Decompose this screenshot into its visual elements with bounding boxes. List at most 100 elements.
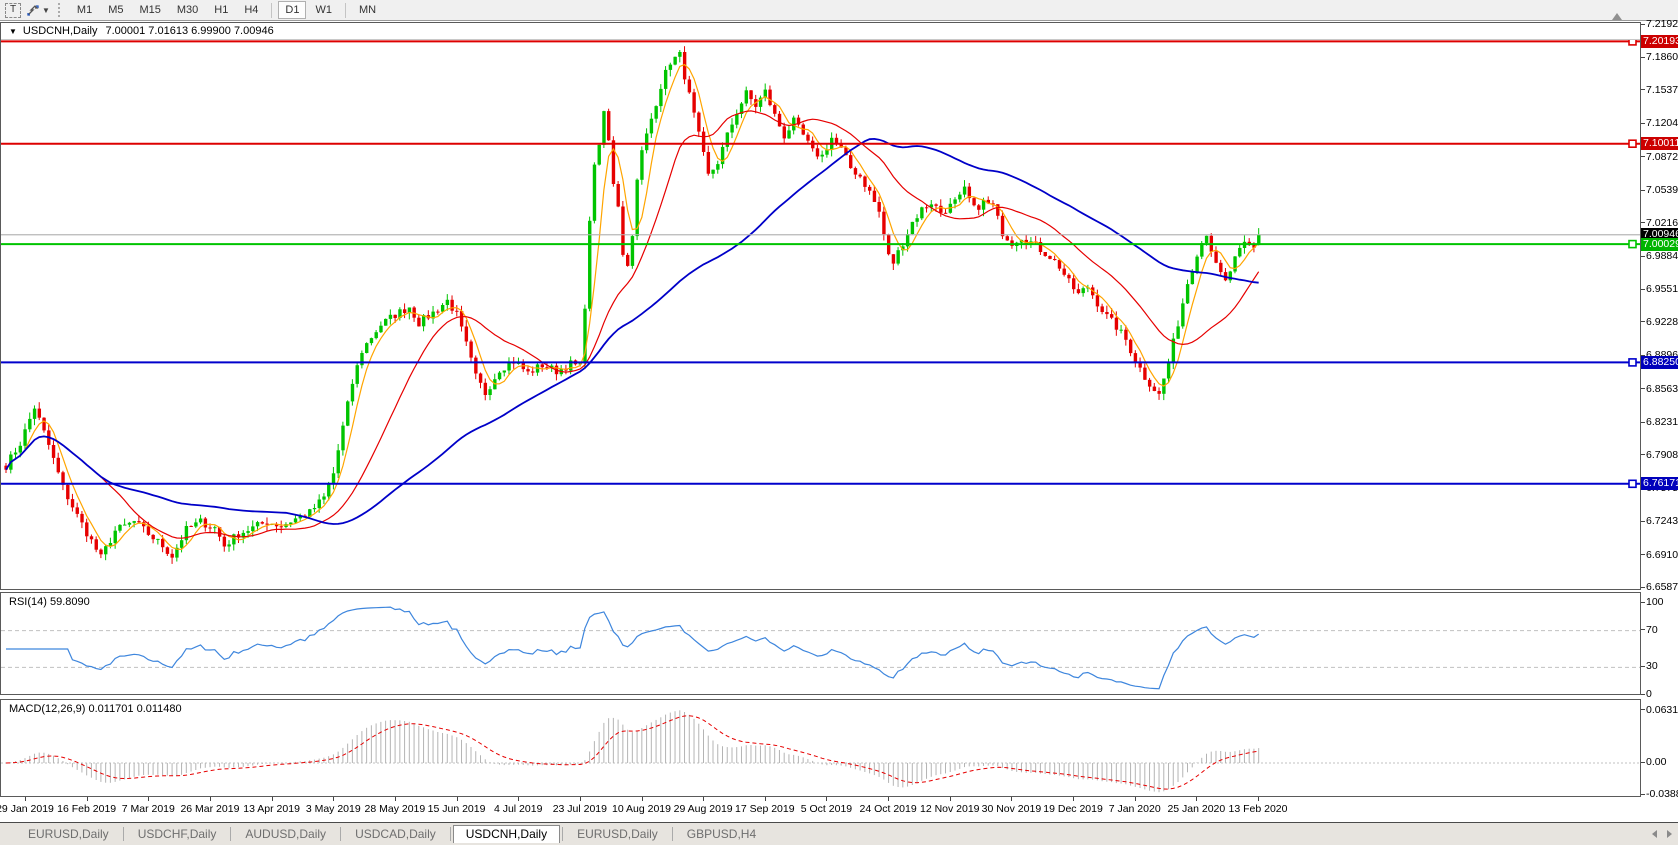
timeframe-button-h4[interactable]: H4: [244, 4, 259, 16]
chart-tab-gbpusd-h4[interactable]: GBPUSD,H4: [686, 827, 757, 841]
chart-header: ▼ USDCNH,Daily 7.00001 7.01613 6.99900 7…: [1, 23, 1640, 40]
price-axis-label: 6.65875: [1646, 581, 1678, 594]
date-label: 26 Mar 2019: [180, 803, 240, 815]
date-label: 30 Nov 2019: [981, 803, 1042, 815]
axis-tick: [1641, 629, 1645, 631]
price-badge-resistance-line: 7.20193: [1641, 34, 1678, 48]
rsi-label: RSI(14) 59.8090: [9, 596, 90, 608]
price-axis-label: 6.85635: [1646, 382, 1678, 395]
tab-scroll-arrows: [1652, 830, 1672, 838]
price-axis-label: 6.92285: [1646, 315, 1678, 328]
axis-tick: [1641, 321, 1645, 323]
chart-tab-usdcnh-daily[interactable]: USDCNH,Daily: [452, 825, 561, 843]
tab-scroll-left-icon[interactable]: [1652, 830, 1657, 838]
timeframe-button-mn[interactable]: MN: [358, 4, 377, 16]
axis-tick: [1641, 761, 1645, 763]
timeframe-button-m30[interactable]: M30: [176, 4, 199, 16]
time-axis-tick: [456, 797, 458, 801]
price-axis-label: 6.95515: [1646, 283, 1678, 296]
dropdown-caret-icon[interactable]: ▼: [42, 5, 50, 15]
tab-separator: [230, 827, 232, 841]
text-tool-button[interactable]: T: [4, 2, 22, 18]
arrow-style-tool-button[interactable]: ▼: [26, 2, 50, 18]
axis-tick: [1641, 793, 1645, 795]
axis-tick: [1641, 520, 1645, 522]
date-label: 3 May 2019: [305, 803, 361, 815]
rsi-axis-label: 100: [1646, 596, 1664, 608]
macd-plot[interactable]: [1, 700, 1640, 796]
chart-tab-eurusd-daily[interactable]: EURUSD,Daily: [577, 827, 658, 841]
time-axis-tick: [949, 797, 951, 801]
macd-axis-label: -0.03887: [1646, 788, 1678, 801]
rsi-plot[interactable]: [1, 593, 1640, 694]
arrows-icon: [27, 4, 39, 16]
date-label: 5 Oct 2019: [800, 803, 853, 815]
macd-axis-label: 0.06311: [1646, 703, 1678, 716]
toolbar-separator: [344, 2, 346, 18]
time-axis-tick: [641, 797, 643, 801]
rsi-axis-label: 0: [1646, 688, 1652, 700]
price-axis-label: 6.69105: [1646, 548, 1678, 561]
price-axis-label: 7.21925: [1646, 18, 1678, 30]
date-label: 12 Nov 2019: [919, 803, 980, 815]
date-label: 16 Feb 2019: [57, 803, 117, 815]
macd-pane[interactable]: MACD(12,26,9) 0.011701 0.011480: [0, 699, 1641, 797]
axis-tick: [1641, 23, 1645, 25]
axis-tick: [1641, 56, 1645, 58]
chart-ohlc-values: 7.00001 7.01613 6.99900 7.00946: [105, 25, 274, 37]
date-label: 15 Jun 2019: [427, 803, 486, 815]
date-label: 25 Jan 2020: [1167, 803, 1226, 815]
macd-axis[interactable]: 0.06311 0.00 -0.03887: [1641, 699, 1678, 801]
rsi-axis[interactable]: 100 70 30 0: [1641, 592, 1678, 700]
time-axis[interactable]: 29 Jan 2019 16 Feb 2019 7 Mar 2019 26 Mar 2…: [0, 797, 1678, 822]
axis-tick: [1641, 693, 1645, 695]
time-axis-tick: [579, 797, 581, 801]
price-axis-label: 6.82310: [1646, 416, 1678, 429]
timeframe-button-m1[interactable]: M1: [76, 4, 93, 16]
toolbar-grip[interactable]: [57, 3, 63, 17]
axis-tick: [1641, 709, 1645, 711]
date-label: 7 Mar 2019: [121, 803, 175, 815]
time-axis-tick: [826, 797, 828, 801]
price-axis-label: 7.15370: [1646, 83, 1678, 96]
time-axis-tick: [271, 797, 273, 801]
axis-tick: [1641, 122, 1645, 124]
time-axis-tick: [148, 797, 150, 801]
candlestick-plot[interactable]: [1, 23, 1640, 589]
timeframe-toolbar: M1 M5 M15 M30 H1 H4 D1 W1 MN: [69, 0, 384, 21]
main-chart-pane[interactable]: ▼ USDCNH,Daily 7.00001 7.01613 6.99900 7…: [0, 22, 1641, 590]
time-axis-tick: [1011, 797, 1013, 801]
axis-tick: [1641, 388, 1645, 390]
timeframe-button-d1[interactable]: D1: [278, 1, 307, 19]
chart-tab-eurusd-daily[interactable]: EURUSD,Daily: [28, 827, 109, 841]
rsi-axis-label: 30: [1646, 660, 1658, 673]
timeframe-button-m15[interactable]: M15: [139, 4, 161, 16]
axis-tick: [1641, 89, 1645, 91]
price-axis-label: 7.18600: [1646, 51, 1678, 64]
time-axis-tick: [333, 797, 335, 801]
tab-separator: [449, 827, 451, 841]
price-axis-label: 7.12045: [1646, 117, 1678, 130]
price-axis[interactable]: 7.21925 7.18600 7.15370 7.12045 7.08720 7.053…: [1641, 18, 1678, 594]
date-label: 13 Feb 2020: [1228, 803, 1288, 815]
tab-scroll-right-icon[interactable]: [1667, 830, 1672, 838]
rsi-pane[interactable]: RSI(14) 59.8090: [0, 592, 1641, 695]
price-axis-label: 6.79080: [1646, 448, 1678, 461]
chart-tab-audusd-daily[interactable]: AUDUSD,Daily: [245, 827, 327, 841]
date-label: 13 Apr 2019: [243, 803, 300, 815]
chart-tab-usdcad-daily[interactable]: USDCAD,Daily: [355, 827, 436, 841]
chart-tab-usdchf-daily[interactable]: USDCHF,Daily: [137, 827, 217, 841]
timeframe-button-h1[interactable]: H1: [214, 4, 229, 16]
timeframe-button-w1[interactable]: W1: [315, 4, 332, 16]
symbol-collapse-icon[interactable]: ▼: [9, 26, 17, 36]
date-label: 17 Sep 2019: [735, 803, 795, 815]
axis-tick: [1641, 255, 1645, 257]
axis-tick: [1641, 189, 1645, 191]
chart-window: ▼ USDCNH,Daily 7.00001 7.01613 6.99900 7…: [0, 18, 1678, 845]
axis-tick: [1641, 454, 1645, 456]
chart-tab-bar: EURUSD,Daily USDCHF,Daily AUDUSD,Daily USDC…: [0, 822, 1678, 845]
date-label: 23 Jul 2019: [552, 803, 607, 815]
time-axis-tick: [1073, 797, 1075, 801]
time-axis-tick: [394, 797, 396, 801]
timeframe-button-m5[interactable]: M5: [108, 4, 124, 16]
